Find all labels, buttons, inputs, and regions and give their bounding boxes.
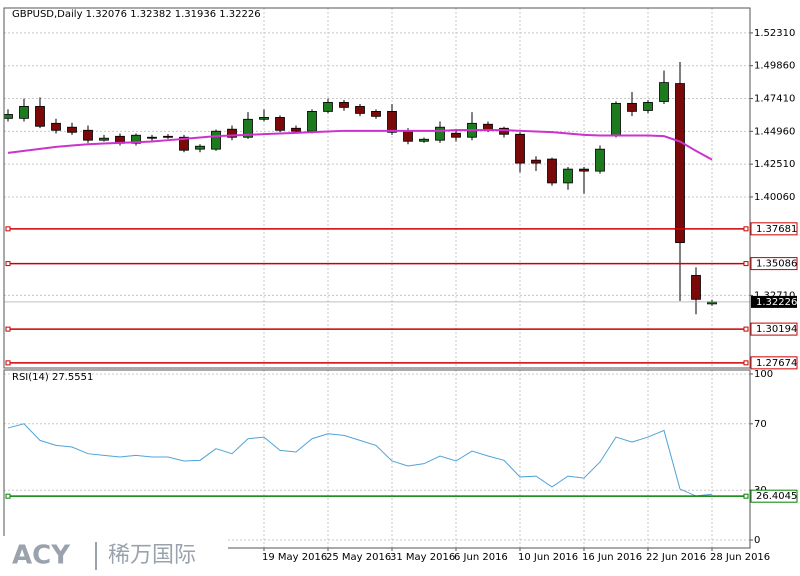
level-marker — [5, 493, 11, 499]
candle-body — [259, 117, 269, 120]
candle-body — [307, 110, 317, 132]
candle-body — [579, 168, 589, 172]
level-marker — [5, 360, 11, 366]
x-tick-label: 19 May 2016 — [262, 552, 327, 563]
candle-body — [371, 110, 381, 117]
level-label: 1.37681 — [756, 224, 797, 235]
price-label-box — [751, 295, 797, 308]
candle-body — [595, 148, 605, 172]
candle-body — [691, 275, 701, 300]
x-tick-label: 28 Jun 2016 — [710, 552, 770, 563]
rsi-line — [7, 423, 713, 497]
candle-body — [4, 114, 13, 119]
x-tick-label: 6 Jun 2016 — [454, 552, 508, 563]
candle-body — [211, 130, 221, 150]
candle-body — [51, 122, 61, 131]
candle-body — [35, 106, 45, 127]
watermark-box — [0, 536, 228, 576]
candle-body — [179, 136, 189, 151]
candle-body — [275, 117, 285, 131]
rsi-panel-frame — [3, 369, 751, 549]
level-marker — [5, 261, 11, 267]
x-tick-label: 10 Jun 2016 — [518, 552, 578, 563]
candle-body — [643, 102, 653, 111]
candle-body — [547, 158, 557, 184]
candle-body — [419, 138, 429, 142]
level-label: 1.30194 — [756, 324, 797, 335]
x-tick-label: 31 May 2016 — [390, 552, 455, 563]
y-tick-label: 1.44960 — [754, 126, 795, 137]
level-marker — [5, 226, 11, 232]
y-tick-label: 1.47410 — [754, 94, 795, 105]
candle-body — [323, 102, 333, 112]
candle-body — [227, 128, 237, 138]
candle-body — [627, 102, 637, 112]
y-tick-label: 1.49860 — [754, 61, 795, 72]
candle-body — [611, 102, 621, 136]
candle-body — [515, 133, 525, 164]
candle-body — [131, 134, 141, 144]
candle-body — [19, 106, 29, 119]
candle-body — [195, 145, 205, 150]
candle-body — [387, 110, 397, 133]
x-tick-label: 25 May 2016 — [326, 552, 391, 563]
candle-body — [451, 132, 461, 138]
plot-layer: 1.52310 1.49860 1.47410 1.44960 1.42510 1.400… — [4, 8, 798, 563]
candle-body — [147, 136, 157, 139]
plot — [4, 8, 750, 368]
level-marker — [743, 360, 749, 366]
level-marker — [743, 261, 749, 267]
level-label-box — [750, 489, 798, 503]
level-label-box — [750, 257, 798, 271]
y-tick-label: 1.40060 — [754, 192, 795, 203]
y-tick-label: 1.52310 — [754, 28, 795, 39]
candle-body — [67, 126, 77, 133]
price-label: 1.32226 — [756, 297, 797, 308]
x-tick-label: 22 Jun 2016 — [646, 552, 706, 563]
level-marker — [743, 226, 749, 232]
level-label-box — [750, 322, 798, 336]
level-marker — [743, 493, 749, 499]
candle-body — [339, 102, 349, 108]
watermark-name: 稀万国际 — [108, 543, 196, 568]
candle-body — [403, 130, 413, 142]
y-tick-label: 100 — [754, 369, 773, 380]
candle-body — [659, 82, 669, 102]
main-panel-frame — [3, 7, 751, 369]
x-tick-label: 16 Jun 2016 — [582, 552, 642, 563]
level-label: 1.27674 — [756, 358, 797, 369]
level-marker — [5, 326, 11, 332]
plot — [4, 370, 750, 548]
candle-body — [243, 118, 253, 138]
candle-body — [83, 129, 93, 141]
level-marker — [743, 326, 749, 332]
level-label-box — [750, 222, 798, 236]
watermark-brand: ACY — [12, 541, 71, 571]
y-tick-label: 0 — [754, 535, 760, 546]
candle-body — [435, 126, 445, 141]
level-label: 26.4045 — [756, 491, 797, 502]
y-tick-label: 70 — [754, 419, 767, 430]
candle-body — [707, 301, 717, 305]
candle-body — [531, 159, 541, 164]
candle-body — [355, 106, 365, 114]
moving-average — [7, 129, 713, 161]
level-label: 1.35086 — [756, 259, 797, 270]
candle-body — [563, 168, 573, 184]
candle-body — [675, 83, 685, 244]
candle-body — [99, 137, 109, 141]
level-label-box — [750, 356, 798, 370]
candle-body — [163, 135, 173, 138]
chart-title: GBPUSD,Daily 1.32076 1.32382 1.31936 1.3… — [12, 9, 261, 20]
rsi-title: RSI(14) 27.5551 — [12, 372, 93, 383]
y-tick-label: 1.42510 — [754, 159, 795, 170]
candle-body — [291, 127, 301, 132]
